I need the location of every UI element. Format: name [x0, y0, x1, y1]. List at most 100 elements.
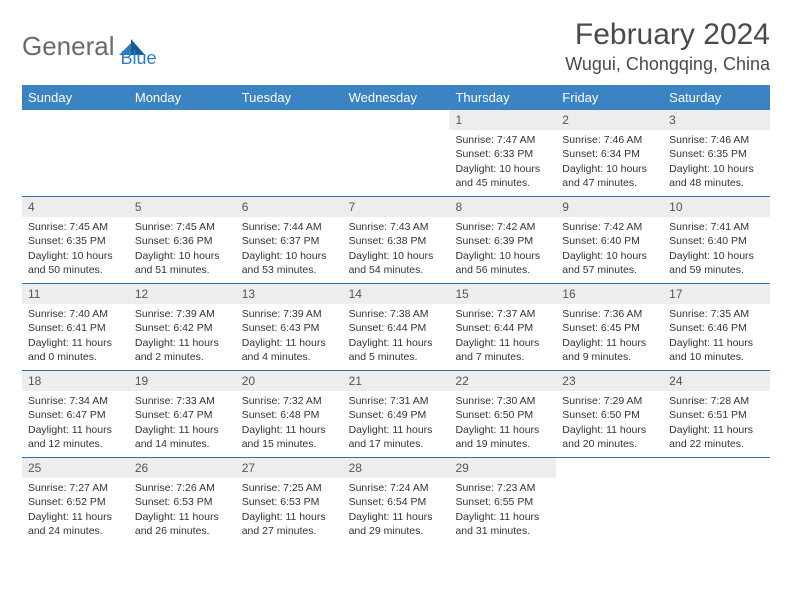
day-cell: 7Sunrise: 7:43 AMSunset: 6:38 PMDaylight…	[343, 197, 450, 283]
day-cell: 12Sunrise: 7:39 AMSunset: 6:42 PMDayligh…	[129, 284, 236, 370]
day-body: Sunrise: 7:42 AMSunset: 6:40 PMDaylight:…	[556, 217, 663, 283]
day-header-row: SundayMondayTuesdayWednesdayThursdayFrid…	[22, 85, 770, 110]
day-number: 4	[22, 197, 129, 217]
day-number	[663, 458, 770, 478]
day-line-day1: Daylight: 10 hours	[562, 162, 657, 176]
month-title: February 2024	[565, 18, 770, 52]
day-body: Sunrise: 7:28 AMSunset: 6:51 PMDaylight:…	[663, 391, 770, 457]
day-body: Sunrise: 7:32 AMSunset: 6:48 PMDaylight:…	[236, 391, 343, 457]
day-line-day1: Daylight: 11 hours	[28, 336, 123, 350]
day-cell: 11Sunrise: 7:40 AMSunset: 6:41 PMDayligh…	[22, 284, 129, 370]
day-line-day1: Daylight: 11 hours	[349, 510, 444, 524]
day-body: Sunrise: 7:25 AMSunset: 6:53 PMDaylight:…	[236, 478, 343, 544]
day-number: 7	[343, 197, 450, 217]
day-line-sunset: Sunset: 6:49 PM	[349, 408, 444, 422]
day-body: Sunrise: 7:43 AMSunset: 6:38 PMDaylight:…	[343, 217, 450, 283]
day-body: Sunrise: 7:27 AMSunset: 6:52 PMDaylight:…	[22, 478, 129, 544]
day-line-day2: and 9 minutes.	[562, 350, 657, 364]
day-line-day1: Daylight: 11 hours	[242, 423, 337, 437]
day-cell: 19Sunrise: 7:33 AMSunset: 6:47 PMDayligh…	[129, 371, 236, 457]
day-body: Sunrise: 7:45 AMSunset: 6:35 PMDaylight:…	[22, 217, 129, 283]
day-line-day1: Daylight: 11 hours	[455, 510, 550, 524]
day-line-day1: Daylight: 10 hours	[455, 249, 550, 263]
day-line-day1: Daylight: 10 hours	[28, 249, 123, 263]
day-line-sunrise: Sunrise: 7:31 AM	[349, 394, 444, 408]
day-line-sunrise: Sunrise: 7:47 AM	[455, 133, 550, 147]
day-line-sunrise: Sunrise: 7:23 AM	[455, 481, 550, 495]
day-line-sunrise: Sunrise: 7:42 AM	[562, 220, 657, 234]
day-line-sunset: Sunset: 6:51 PM	[669, 408, 764, 422]
day-line-day1: Daylight: 11 hours	[242, 336, 337, 350]
day-line-sunset: Sunset: 6:33 PM	[455, 147, 550, 161]
day-number: 8	[449, 197, 556, 217]
day-cell: 27Sunrise: 7:25 AMSunset: 6:53 PMDayligh…	[236, 458, 343, 544]
day-line-sunset: Sunset: 6:55 PM	[455, 495, 550, 509]
day-cell: 1Sunrise: 7:47 AMSunset: 6:33 PMDaylight…	[449, 110, 556, 196]
day-number: 19	[129, 371, 236, 391]
day-cell: 24Sunrise: 7:28 AMSunset: 6:51 PMDayligh…	[663, 371, 770, 457]
day-line-sunset: Sunset: 6:46 PM	[669, 321, 764, 335]
day-line-sunset: Sunset: 6:45 PM	[562, 321, 657, 335]
day-line-sunset: Sunset: 6:44 PM	[455, 321, 550, 335]
day-line-sunrise: Sunrise: 7:26 AM	[135, 481, 230, 495]
weeks-container: 1Sunrise: 7:47 AMSunset: 6:33 PMDaylight…	[22, 110, 770, 544]
day-line-sunrise: Sunrise: 7:36 AM	[562, 307, 657, 321]
day-line-sunrise: Sunrise: 7:45 AM	[135, 220, 230, 234]
day-number: 27	[236, 458, 343, 478]
day-line-day2: and 47 minutes.	[562, 176, 657, 190]
day-line-day1: Daylight: 10 hours	[455, 162, 550, 176]
day-line-day2: and 12 minutes.	[28, 437, 123, 451]
day-line-day1: Daylight: 11 hours	[669, 423, 764, 437]
day-body: Sunrise: 7:47 AMSunset: 6:33 PMDaylight:…	[449, 130, 556, 196]
day-number: 14	[343, 284, 450, 304]
day-line-day2: and 19 minutes.	[455, 437, 550, 451]
day-line-day2: and 2 minutes.	[135, 350, 230, 364]
day-body: Sunrise: 7:29 AMSunset: 6:50 PMDaylight:…	[556, 391, 663, 457]
day-line-sunset: Sunset: 6:47 PM	[135, 408, 230, 422]
day-line-day1: Daylight: 11 hours	[669, 336, 764, 350]
title-block: February 2024 Wugui, Chongqing, China	[565, 18, 770, 75]
logo-text-blue: Blue	[121, 48, 157, 69]
day-number: 23	[556, 371, 663, 391]
day-line-sunset: Sunset: 6:47 PM	[28, 408, 123, 422]
day-body: Sunrise: 7:45 AMSunset: 6:36 PMDaylight:…	[129, 217, 236, 283]
day-cell: 9Sunrise: 7:42 AMSunset: 6:40 PMDaylight…	[556, 197, 663, 283]
day-body: Sunrise: 7:41 AMSunset: 6:40 PMDaylight:…	[663, 217, 770, 283]
day-line-day1: Daylight: 10 hours	[669, 162, 764, 176]
day-line-day2: and 53 minutes.	[242, 263, 337, 277]
day-cell: 16Sunrise: 7:36 AMSunset: 6:45 PMDayligh…	[556, 284, 663, 370]
day-line-day2: and 10 minutes.	[669, 350, 764, 364]
day-header-wednesday: Wednesday	[343, 85, 450, 110]
day-line-sunrise: Sunrise: 7:39 AM	[135, 307, 230, 321]
week-row: 4Sunrise: 7:45 AMSunset: 6:35 PMDaylight…	[22, 196, 770, 283]
day-number: 2	[556, 110, 663, 130]
day-cell	[236, 110, 343, 196]
day-line-day1: Daylight: 10 hours	[135, 249, 230, 263]
week-row: 18Sunrise: 7:34 AMSunset: 6:47 PMDayligh…	[22, 370, 770, 457]
day-line-sunset: Sunset: 6:40 PM	[669, 234, 764, 248]
day-body: Sunrise: 7:31 AMSunset: 6:49 PMDaylight:…	[343, 391, 450, 457]
day-header-friday: Friday	[556, 85, 663, 110]
day-line-day1: Daylight: 11 hours	[135, 336, 230, 350]
day-cell: 18Sunrise: 7:34 AMSunset: 6:47 PMDayligh…	[22, 371, 129, 457]
day-line-sunrise: Sunrise: 7:37 AM	[455, 307, 550, 321]
day-body: Sunrise: 7:33 AMSunset: 6:47 PMDaylight:…	[129, 391, 236, 457]
week-row: 1Sunrise: 7:47 AMSunset: 6:33 PMDaylight…	[22, 110, 770, 196]
day-number	[343, 110, 450, 130]
day-line-sunrise: Sunrise: 7:44 AM	[242, 220, 337, 234]
day-line-sunrise: Sunrise: 7:32 AM	[242, 394, 337, 408]
day-body: Sunrise: 7:23 AMSunset: 6:55 PMDaylight:…	[449, 478, 556, 544]
day-header-sunday: Sunday	[22, 85, 129, 110]
day-line-sunset: Sunset: 6:41 PM	[28, 321, 123, 335]
day-line-sunrise: Sunrise: 7:46 AM	[562, 133, 657, 147]
day-line-sunrise: Sunrise: 7:27 AM	[28, 481, 123, 495]
logo-text-general: General	[22, 31, 115, 62]
day-line-day1: Daylight: 11 hours	[28, 510, 123, 524]
day-number: 10	[663, 197, 770, 217]
day-line-sunrise: Sunrise: 7:28 AM	[669, 394, 764, 408]
day-line-sunset: Sunset: 6:48 PM	[242, 408, 337, 422]
day-line-day2: and 59 minutes.	[669, 263, 764, 277]
day-line-day1: Daylight: 11 hours	[135, 510, 230, 524]
day-line-sunset: Sunset: 6:38 PM	[349, 234, 444, 248]
day-line-sunrise: Sunrise: 7:40 AM	[28, 307, 123, 321]
